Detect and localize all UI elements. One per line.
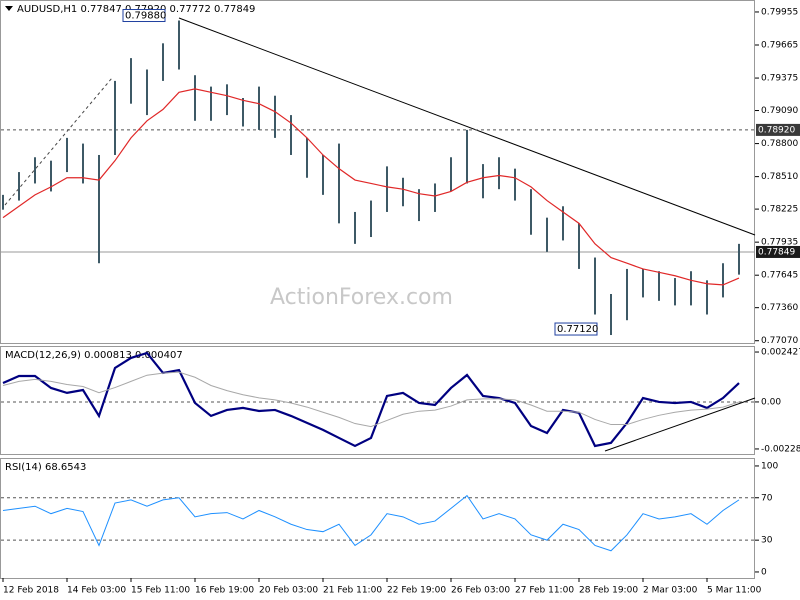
x-tick-label: 21 Feb 11:00: [323, 586, 382, 596]
y-tick-label: 0.79665: [761, 41, 798, 51]
x-tick-label: 20 Feb 03:00: [259, 586, 318, 596]
last-price-box: [756, 245, 800, 258]
x-tick-label: 14 Feb 03:00: [67, 586, 126, 596]
rsi-title: RSI(14) 68.6543: [5, 462, 86, 473]
annotation-box: [554, 322, 598, 336]
y-tick-label: 0.78800: [761, 139, 798, 149]
x-tick-label: 26 Feb 03:00: [451, 586, 510, 596]
annotation-label: 0.79880: [125, 11, 166, 22]
annotation-label: 0.77120: [557, 324, 598, 335]
y-tick-label: 0.77360: [761, 303, 798, 313]
series-line: [2, 494, 740, 552]
y-tick-label: 100: [761, 461, 778, 471]
rsi-panel: [0, 458, 755, 579]
level-label-box: [756, 123, 800, 136]
series-line: [2, 371, 740, 428]
y-tick-label: 0.78510: [761, 172, 798, 182]
x-tick-label: 28 Feb 19:00: [579, 586, 638, 596]
last-price-label: 0.77849: [758, 247, 795, 257]
macd-title: MACD(12,26,9) 0.000813 0.000407: [5, 350, 183, 361]
watermark: ActionForex.com: [270, 285, 453, 310]
x-tick-label: 2 Mar 03:00: [643, 586, 698, 596]
y-tick-label: 0.79090: [761, 106, 798, 116]
x-tick-label: 16 Feb 19:00: [195, 586, 254, 596]
y-tick-label: 0.77070: [761, 336, 798, 346]
macd-panel: [0, 346, 755, 455]
x-tick-label: 12 Feb 2018: [3, 586, 59, 596]
price-panel: [0, 0, 755, 344]
y-tick-label: 0.78225: [761, 205, 798, 215]
x-tick-label: 5 Mar 11:00: [707, 586, 762, 596]
y-tick-label: 0.79955: [761, 7, 798, 17]
y-tick-label: 0.002427: [761, 348, 800, 358]
dotted-trendline: [4, 77, 113, 206]
series-line: [2, 351, 740, 448]
y-tick-label: -0.002286: [761, 444, 800, 454]
trendline: [178, 17, 756, 236]
x-tick-label: 22 Feb 19:00: [387, 586, 446, 596]
annotation-box: [122, 9, 166, 23]
x-tick-label: 15 Feb 11:00: [131, 586, 190, 596]
y-tick-label: 30: [761, 536, 773, 546]
level-label: 0.78920: [758, 125, 795, 135]
y-tick-label: 0.79375: [761, 74, 798, 84]
x-tick-label: 27 Feb 11:00: [515, 586, 574, 596]
y-tick-label: 0.77645: [761, 271, 798, 281]
y-tick-label: 0.77935: [761, 238, 798, 248]
macd-trendline: [604, 397, 756, 452]
y-tick-label: 0.00: [761, 397, 781, 407]
y-tick-label: 0: [761, 567, 767, 577]
y-tick-label: 70: [761, 493, 773, 503]
dropdown-icon: [5, 6, 13, 11]
moving-average: [2, 88, 740, 286]
